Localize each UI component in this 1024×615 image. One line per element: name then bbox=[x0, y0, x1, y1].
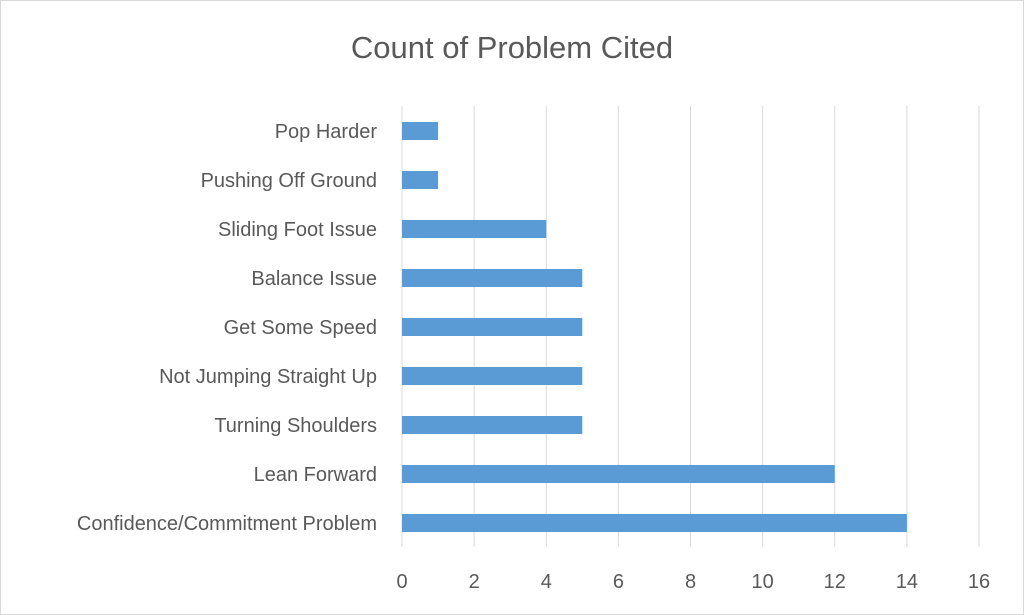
x-tick-label: 8 bbox=[685, 571, 696, 593]
x-tick-label: 16 bbox=[968, 571, 990, 593]
category-label: Lean Forward bbox=[254, 464, 377, 486]
category-label: Pop Harder bbox=[275, 121, 378, 143]
category-labels: Pop Harder Pushing Off Ground Sliding Foot… bbox=[77, 121, 377, 535]
category-label: Not Jumping Straight Up bbox=[159, 366, 377, 388]
x-tick-label: 10 bbox=[752, 571, 774, 593]
bar bbox=[402, 465, 835, 483]
bar bbox=[402, 220, 547, 238]
category-label: Confidence/Commitment Problem bbox=[77, 513, 377, 535]
category-label: Sliding Foot Issue bbox=[218, 219, 377, 241]
bar bbox=[402, 318, 583, 336]
chart-title: Count of Problem Cited bbox=[351, 30, 673, 65]
category-label: Pushing Off Ground bbox=[201, 170, 377, 192]
category-label: Balance Issue bbox=[251, 268, 377, 290]
bar bbox=[402, 171, 439, 189]
x-tick-label: 6 bbox=[613, 571, 624, 593]
bar bbox=[402, 416, 583, 434]
x-tick-label: 12 bbox=[824, 571, 846, 593]
x-tick-label: 0 bbox=[396, 571, 407, 593]
x-tick-label: 2 bbox=[469, 571, 480, 593]
bar bbox=[402, 367, 583, 385]
bar bbox=[402, 269, 583, 287]
x-tick-label: 14 bbox=[896, 571, 918, 593]
bar bbox=[402, 514, 907, 532]
category-label: Get Some Speed bbox=[224, 317, 377, 339]
x-tick-labels: 0 2 4 6 8 10 12 14 16 bbox=[396, 571, 990, 593]
x-tick-label: 4 bbox=[541, 571, 552, 593]
category-label: Turning Shoulders bbox=[214, 415, 377, 437]
bars bbox=[402, 122, 907, 532]
bar bbox=[402, 122, 439, 140]
